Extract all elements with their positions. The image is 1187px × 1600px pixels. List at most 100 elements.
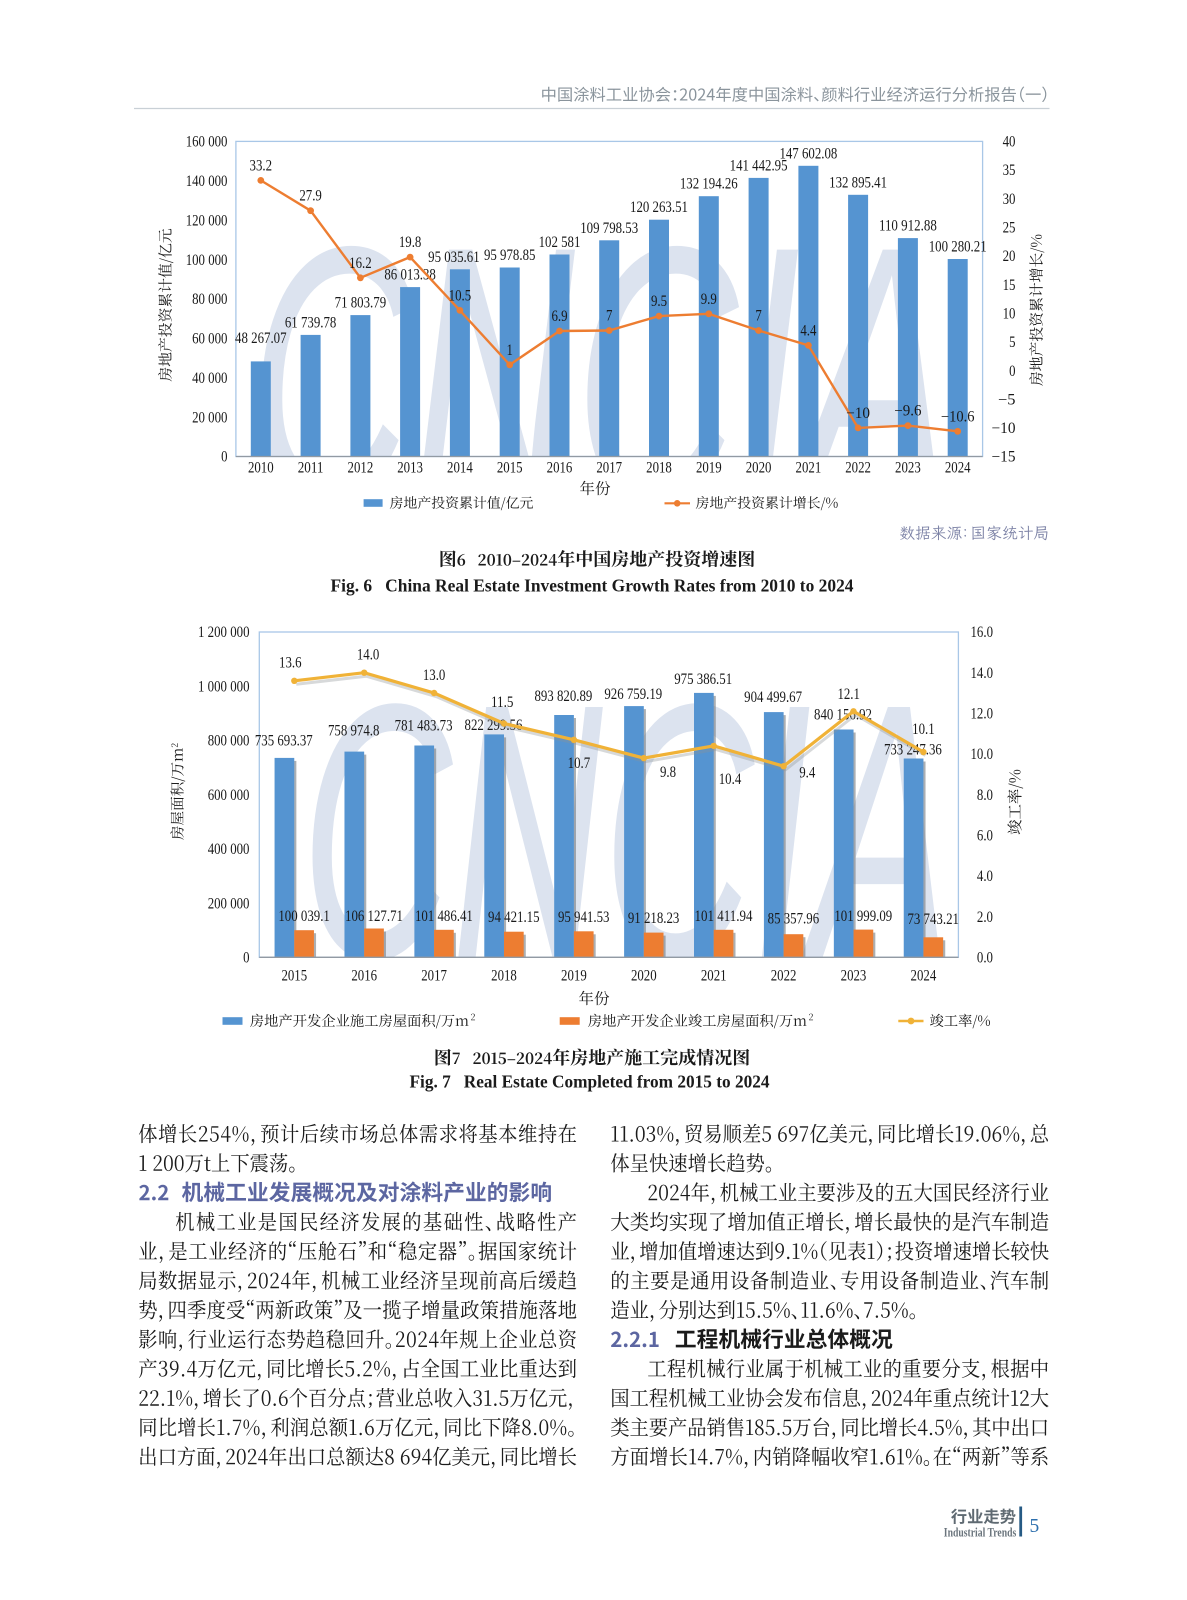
svg-text:40 000: 40 000 [192, 370, 228, 387]
svg-text:147 602.08: 147 602.08 [779, 145, 837, 162]
svg-text:132 895.41: 132 895.41 [829, 174, 887, 191]
svg-text:16.2: 16.2 [349, 255, 372, 272]
svg-text:6.0: 6.0 [977, 828, 993, 845]
svg-text:94 421.15: 94 421.15 [488, 909, 540, 926]
svg-text:1: 1 [507, 342, 513, 359]
svg-text:71 803.79: 71 803.79 [335, 295, 387, 312]
svg-text:2015: 2015 [281, 967, 307, 984]
svg-text:2022: 2022 [845, 459, 871, 476]
svg-text:7: 7 [606, 308, 613, 325]
svg-text:100 000: 100 000 [186, 252, 228, 269]
svg-text:2021: 2021 [796, 459, 822, 476]
svg-text:120 263.51: 120 263.51 [630, 199, 688, 216]
svg-text:14.0: 14.0 [971, 665, 994, 682]
svg-text:100 039.1: 100 039.1 [278, 908, 330, 925]
svg-text:10.7: 10.7 [568, 755, 591, 772]
svg-text:91 218.23: 91 218.23 [628, 910, 680, 927]
svg-text:30: 30 [1003, 191, 1016, 208]
svg-text:0: 0 [243, 950, 250, 967]
svg-text:2020: 2020 [631, 967, 657, 984]
svg-text:2018: 2018 [491, 967, 517, 984]
svg-text:20 000: 20 000 [192, 409, 228, 426]
svg-text:140 000: 140 000 [186, 173, 228, 190]
svg-text:−5: −5 [998, 391, 1016, 408]
svg-text:8.0: 8.0 [977, 787, 993, 804]
svg-text:85 357.96: 85 357.96 [768, 911, 820, 928]
svg-text:109 798.53: 109 798.53 [580, 220, 638, 237]
svg-text:100 280.21: 100 280.21 [929, 239, 987, 256]
svg-text:2013: 2013 [397, 459, 423, 476]
svg-text:61 739.78: 61 739.78 [285, 314, 337, 331]
svg-text:2016: 2016 [351, 967, 377, 984]
svg-text:2019: 2019 [561, 967, 587, 984]
svg-text:12.0: 12.0 [971, 706, 994, 723]
svg-text:48 267.07: 48 267.07 [235, 330, 287, 347]
svg-text:−10: −10 [992, 420, 1016, 437]
svg-text:200 000: 200 000 [208, 895, 250, 912]
svg-text:13.6: 13.6 [279, 655, 302, 672]
svg-text:926 759.19: 926 759.19 [604, 686, 662, 703]
svg-text:14.0: 14.0 [357, 647, 380, 664]
svg-text:10.5: 10.5 [449, 287, 472, 304]
svg-text:101 486.41: 101 486.41 [415, 908, 473, 925]
svg-text:60 000: 60 000 [192, 331, 228, 348]
svg-text:4.0: 4.0 [977, 868, 993, 885]
svg-text:2014: 2014 [447, 459, 473, 476]
svg-text:40: 40 [1003, 134, 1016, 151]
svg-text:5: 5 [1009, 334, 1016, 351]
svg-text:12.1: 12.1 [837, 686, 860, 703]
svg-text:2018: 2018 [646, 459, 672, 476]
svg-text:893 820.89: 893 820.89 [534, 688, 592, 705]
svg-text:2010: 2010 [248, 459, 274, 476]
svg-text:20: 20 [1003, 248, 1016, 265]
svg-text:2023: 2023 [895, 459, 921, 476]
svg-text:9.9: 9.9 [701, 291, 717, 308]
svg-text:10.4: 10.4 [719, 771, 742, 788]
svg-text:Fig. 7 Real Estate Completed: Fig. 7 Real Estate Completed from 2015 t… [410, 1072, 770, 1092]
svg-text:840 156.92: 840 156.92 [814, 707, 872, 724]
svg-text:9.4: 9.4 [799, 765, 815, 782]
svg-text:2016: 2016 [547, 459, 573, 476]
svg-text:2021: 2021 [701, 967, 727, 984]
svg-text:2011: 2011 [298, 459, 324, 476]
svg-text:2012: 2012 [348, 459, 374, 476]
svg-text:101 999.09: 101 999.09 [834, 908, 892, 925]
svg-text:15: 15 [1003, 277, 1016, 294]
svg-text:141 442.95: 141 442.95 [730, 157, 788, 174]
svg-text:781 483.73: 781 483.73 [395, 717, 453, 734]
svg-text:110 912.88: 110 912.88 [879, 218, 937, 235]
svg-text:7: 7 [755, 308, 762, 325]
svg-text:975 386.51: 975 386.51 [674, 671, 732, 688]
svg-text:−10.6: −10.6 [941, 408, 975, 425]
svg-text:822 299.56: 822 299.56 [465, 717, 523, 734]
svg-text:10.1: 10.1 [912, 721, 935, 738]
svg-text:2023: 2023 [841, 967, 867, 984]
svg-text:80 000: 80 000 [192, 291, 228, 308]
svg-text:2024: 2024 [945, 459, 971, 476]
svg-text:95 941.53: 95 941.53 [558, 909, 610, 926]
svg-text:1 200 000: 1 200 000 [198, 624, 250, 641]
svg-text:−10: −10 [846, 405, 870, 422]
svg-text:27.9: 27.9 [299, 188, 322, 205]
svg-text:120 000: 120 000 [186, 212, 228, 229]
svg-text:11.5: 11.5 [491, 694, 514, 711]
svg-text:5: 5 [1030, 1516, 1040, 1537]
svg-text:25: 25 [1003, 220, 1016, 237]
svg-text:13.0: 13.0 [423, 667, 446, 684]
svg-text:9.5: 9.5 [651, 293, 667, 310]
svg-text:16.0: 16.0 [971, 624, 994, 641]
svg-text:106 127.71: 106 127.71 [345, 908, 403, 925]
svg-text:160 000: 160 000 [186, 134, 228, 151]
svg-text:0: 0 [221, 449, 228, 466]
svg-text:132 194.26: 132 194.26 [680, 176, 738, 193]
svg-text:33.2: 33.2 [250, 157, 273, 174]
svg-text:35: 35 [1003, 162, 1016, 179]
svg-text:19.8: 19.8 [399, 234, 422, 251]
svg-text:95 035.61: 95 035.61 [428, 249, 480, 266]
svg-text:2017: 2017 [421, 967, 447, 984]
svg-text:4.4: 4.4 [800, 322, 816, 339]
svg-text:600 000: 600 000 [208, 787, 250, 804]
svg-text:Fig. 6 China Real Estate Inv: Fig. 6 China Real Estate Investment Grow… [331, 576, 854, 596]
svg-text:800 000: 800 000 [208, 733, 250, 750]
svg-text:−15: −15 [992, 449, 1016, 466]
